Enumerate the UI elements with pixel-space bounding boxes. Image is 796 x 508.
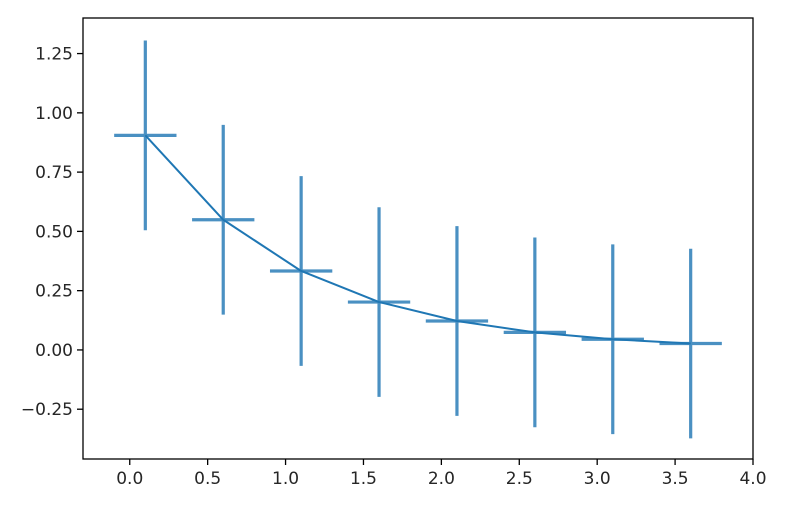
x-tick-label: 1.0 [272,469,299,489]
x-tick-label: 0.5 [194,469,221,489]
y-tick-label: 0.50 [35,222,73,242]
y-tick-label: 1.00 [35,104,73,124]
x-tick-label: 0.0 [116,469,143,489]
y-tick-label: 0.00 [35,341,73,361]
series-line [144,134,691,345]
x-tick-label: 1.5 [350,469,377,489]
plot-marks [114,40,722,439]
x-axis: 0.0 0.5 1.0 1.5 2.0 2.5 3.0 3.5 4.0 [116,459,767,489]
plot-frame [82,17,754,460]
x-tick-label: 3.5 [662,469,689,489]
x-tick-label: 2.0 [428,469,455,489]
y-tick-label: 0.75 [35,163,73,183]
y-axis: −0.25 0.00 0.25 0.50 0.75 1.00 1.25 [21,45,83,420]
y-tick-label: −0.25 [21,400,73,420]
x-tick-label: 4.0 [739,469,766,489]
x-tick-label: 3.0 [584,469,611,489]
y-tick-label: 0.25 [35,282,73,302]
y-tick-label: 1.25 [35,45,73,65]
x-tick-label: 2.5 [506,469,533,489]
